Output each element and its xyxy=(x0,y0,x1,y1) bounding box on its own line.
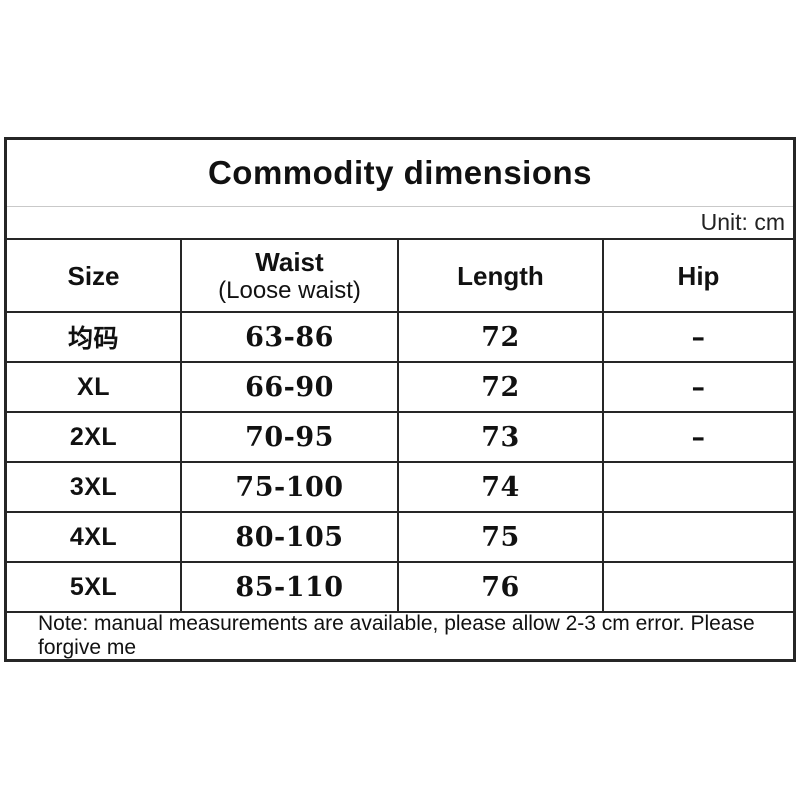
table-row: XL 66-90 72 – xyxy=(7,363,793,413)
length-value: 74 xyxy=(399,463,604,511)
waist-value: 85-110 xyxy=(182,563,399,611)
length-value: 72 xyxy=(399,363,604,411)
hip-value xyxy=(604,513,793,561)
size-value: 5XL xyxy=(7,563,182,611)
column-header-length: Length xyxy=(399,240,604,311)
length-value: 72 xyxy=(399,313,604,361)
size-chart-table: Commodity dimensions Unit: cm Size Waist… xyxy=(4,137,796,662)
table-header-row: Size Waist (Loose waist) Length Hip xyxy=(7,240,793,313)
size-value: 3XL xyxy=(7,463,182,511)
waist-value: 80-105 xyxy=(182,513,399,561)
column-header-label: Hip xyxy=(677,260,720,291)
page-title: Commodity dimensions xyxy=(207,154,593,191)
length-value: 76 xyxy=(399,563,604,611)
table-row: 2XL 70-95 73 – xyxy=(7,413,793,463)
length-value: 75 xyxy=(399,513,604,561)
note-text: Note: manual measurements are available,… xyxy=(38,612,755,659)
unit-row: Unit: cm xyxy=(7,207,793,240)
waist-value: 66-90 xyxy=(182,363,399,411)
hip-value xyxy=(604,463,793,511)
unit-label: Unit: cm xyxy=(700,209,785,235)
length-value: 73 xyxy=(399,413,604,461)
size-value: 均码 xyxy=(7,313,182,361)
waist-value: 70-95 xyxy=(182,413,399,461)
table-row: 3XL 75-100 74 xyxy=(7,463,793,513)
column-header-size: Size xyxy=(7,240,182,311)
hip-value: – xyxy=(691,421,706,453)
table-row: 4XL 80-105 75 xyxy=(7,513,793,563)
column-header-waist: Waist (Loose waist) xyxy=(182,240,399,311)
size-value: 2XL xyxy=(7,413,182,461)
table-row: 均码 63-86 72 – xyxy=(7,313,793,363)
hip-value: – xyxy=(691,321,706,353)
size-value: XL xyxy=(7,363,182,411)
note-row: Note: manual measurements are available,… xyxy=(7,612,793,659)
table-row: 5XL 85-110 76 xyxy=(7,563,793,613)
waist-value: 75-100 xyxy=(182,463,399,511)
hip-value xyxy=(604,563,793,611)
hip-value: – xyxy=(691,371,706,403)
column-header-sublabel: (Loose waist) xyxy=(218,276,361,304)
column-header-hip: Hip xyxy=(604,240,793,311)
column-header-label: Waist xyxy=(255,246,324,277)
column-header-label: Length xyxy=(457,260,544,291)
column-header-label: Size xyxy=(67,260,120,291)
waist-value: 63-86 xyxy=(182,313,399,361)
table-title-row: Commodity dimensions xyxy=(7,140,793,207)
size-value: 4XL xyxy=(7,513,182,561)
